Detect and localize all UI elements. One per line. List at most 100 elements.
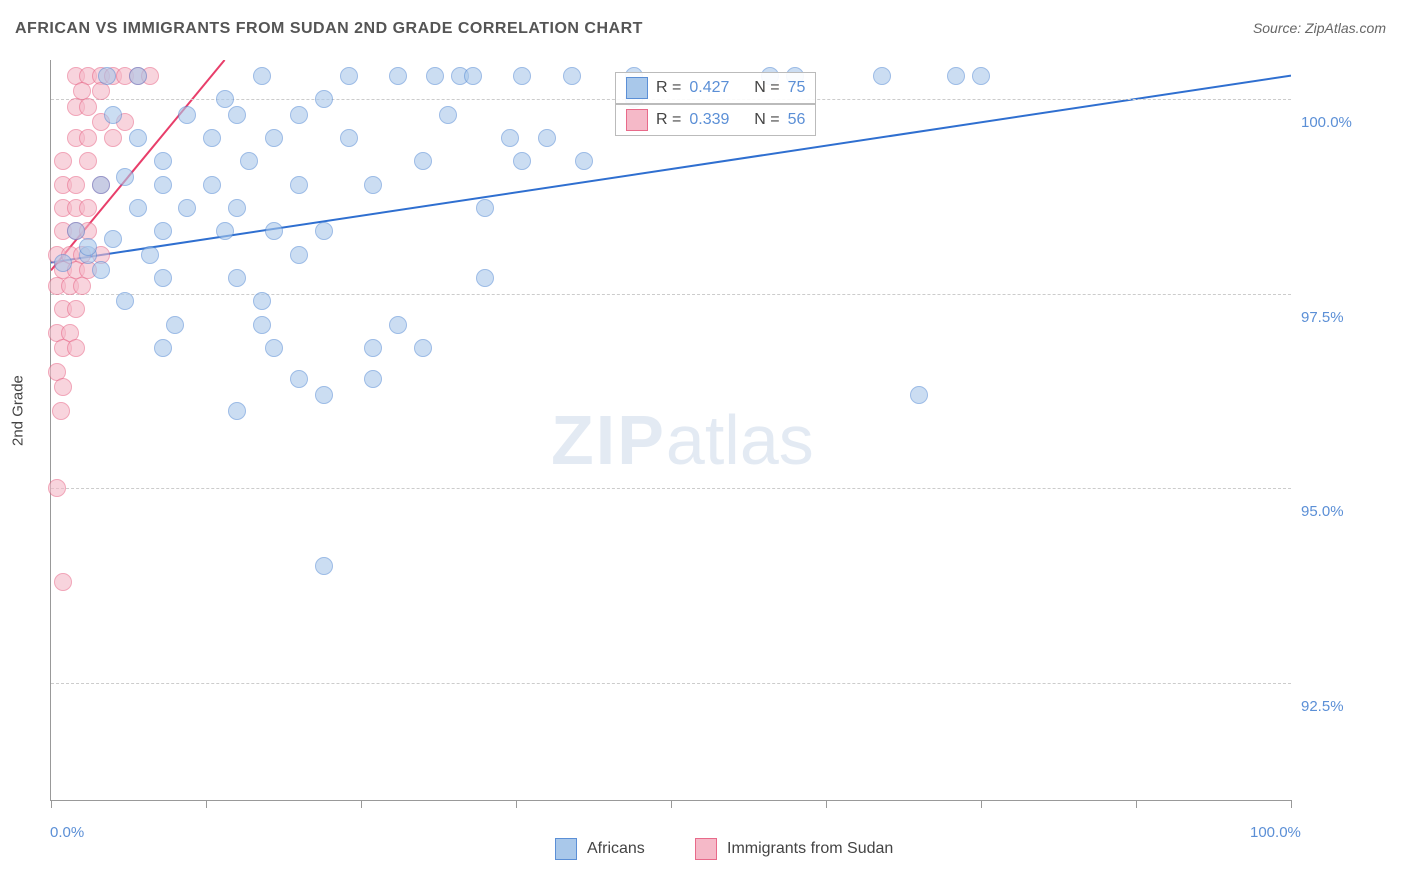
scatter-point <box>104 230 122 248</box>
x-tick <box>981 800 982 808</box>
scatter-point <box>476 269 494 287</box>
scatter-point <box>315 90 333 108</box>
scatter-point <box>290 176 308 194</box>
scatter-point <box>54 254 72 272</box>
scatter-point <box>228 402 246 420</box>
legend-label: Immigrants from Sudan <box>727 840 893 858</box>
x-tick <box>206 800 207 808</box>
y-tick-label: 95.0% <box>1301 503 1344 520</box>
scatter-point <box>228 199 246 217</box>
x-axis-label-right: 100.0% <box>1250 824 1301 841</box>
scatter-point <box>315 386 333 404</box>
stat-n-label: N = <box>754 79 779 97</box>
stat-r-label: R = <box>656 79 681 97</box>
scatter-point <box>166 316 184 334</box>
scatter-point <box>426 67 444 85</box>
stat-n-value: 56 <box>788 111 806 129</box>
legend-item: Africans <box>555 838 645 860</box>
legend-label: Africans <box>587 840 645 858</box>
scatter-point <box>203 176 221 194</box>
chart-container: AFRICAN VS IMMIGRANTS FROM SUDAN 2ND GRA… <box>0 0 1406 892</box>
scatter-point <box>253 316 271 334</box>
scatter-point <box>129 199 147 217</box>
x-tick <box>51 800 52 808</box>
scatter-point <box>290 246 308 264</box>
stat-n-value: 75 <box>788 79 806 97</box>
x-tick <box>1291 800 1292 808</box>
stats-box: R = 0.427 N = 75 <box>615 72 816 104</box>
scatter-point <box>92 261 110 279</box>
scatter-point <box>364 176 382 194</box>
legend-item: Immigrants from Sudan <box>695 838 893 860</box>
scatter-point <box>265 339 283 357</box>
scatter-point <box>129 67 147 85</box>
scatter-point <box>154 269 172 287</box>
scatter-point <box>575 152 593 170</box>
stats-box: R = 0.339 N = 56 <box>615 104 816 136</box>
scatter-point <box>265 129 283 147</box>
grid-line <box>51 294 1291 295</box>
scatter-point <box>290 106 308 124</box>
scatter-point <box>73 277 91 295</box>
scatter-point <box>154 176 172 194</box>
scatter-point <box>464 67 482 85</box>
scatter-point <box>178 106 196 124</box>
x-axis-label-left: 0.0% <box>50 824 84 841</box>
scatter-point <box>154 339 172 357</box>
scatter-point <box>67 339 85 357</box>
scatter-point <box>79 129 97 147</box>
x-tick <box>361 800 362 808</box>
scatter-point <box>92 82 110 100</box>
scatter-point <box>253 292 271 310</box>
scatter-point <box>228 106 246 124</box>
stat-r-label: R = <box>656 111 681 129</box>
scatter-point <box>48 479 66 497</box>
x-tick <box>671 800 672 808</box>
plot-area: ZIPatlas 100.0%97.5%95.0%92.5% <box>50 60 1291 801</box>
scatter-point <box>315 557 333 575</box>
source-label: Source: ZipAtlas.com <box>1253 20 1386 36</box>
y-tick-label: 97.5% <box>1301 309 1344 326</box>
trend-lines-overlay <box>51 60 1291 800</box>
scatter-point <box>216 90 234 108</box>
scatter-point <box>54 378 72 396</box>
stat-n-label: N = <box>754 111 779 129</box>
scatter-point <box>414 339 432 357</box>
scatter-point <box>513 67 531 85</box>
scatter-point <box>154 152 172 170</box>
scatter-point <box>439 106 457 124</box>
scatter-point <box>538 129 556 147</box>
scatter-point <box>389 67 407 85</box>
stat-r-value: 0.339 <box>689 111 729 129</box>
scatter-point <box>265 222 283 240</box>
scatter-point <box>54 152 72 170</box>
scatter-point <box>203 129 221 147</box>
scatter-point <box>104 129 122 147</box>
chart-title: AFRICAN VS IMMIGRANTS FROM SUDAN 2ND GRA… <box>15 20 643 38</box>
scatter-point <box>501 129 519 147</box>
y-tick-label: 100.0% <box>1301 114 1352 131</box>
scatter-point <box>228 269 246 287</box>
scatter-point <box>563 67 581 85</box>
legend-swatch <box>695 838 717 860</box>
scatter-point <box>476 199 494 217</box>
y-tick-label: 92.5% <box>1301 698 1344 715</box>
scatter-point <box>79 238 97 256</box>
scatter-point <box>216 222 234 240</box>
scatter-point <box>910 386 928 404</box>
scatter-point <box>947 67 965 85</box>
scatter-point <box>98 67 116 85</box>
scatter-point <box>129 129 147 147</box>
scatter-point <box>104 106 122 124</box>
scatter-point <box>340 67 358 85</box>
scatter-point <box>315 222 333 240</box>
scatter-point <box>52 402 70 420</box>
stat-r-value: 0.427 <box>689 79 729 97</box>
scatter-point <box>178 199 196 217</box>
scatter-point <box>79 199 97 217</box>
scatter-point <box>513 152 531 170</box>
scatter-point <box>67 300 85 318</box>
scatter-point <box>340 129 358 147</box>
x-tick <box>826 800 827 808</box>
watermark: ZIPatlas <box>551 400 814 480</box>
